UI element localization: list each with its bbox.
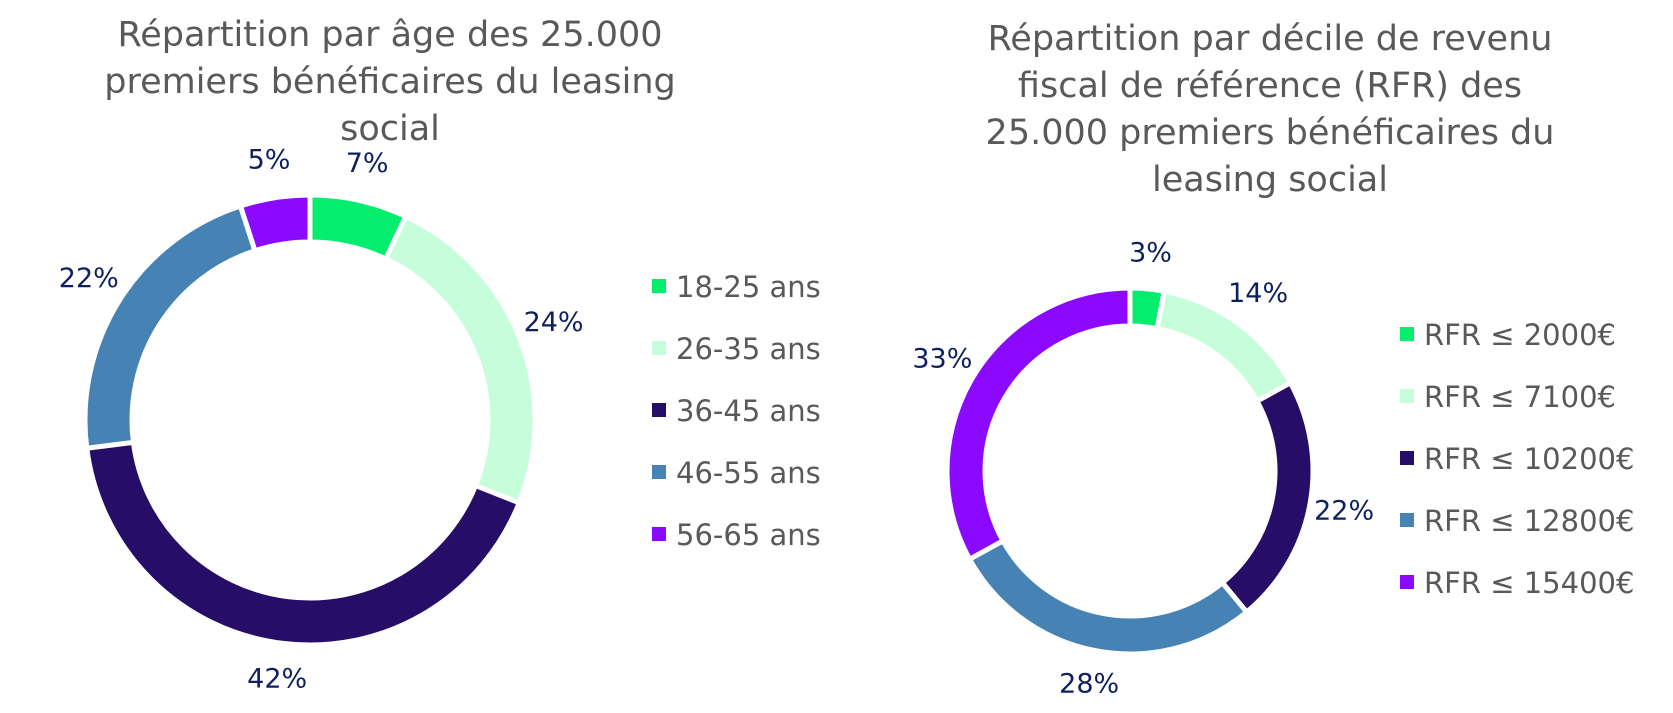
- chart-title: Répartition par âge des 25.000 premiers …: [104, 15, 676, 149]
- legend-label: 26-35 ans: [676, 332, 821, 366]
- legend-swatch: [652, 527, 666, 541]
- data-label: 42%: [247, 663, 307, 694]
- legend-swatch: [1400, 513, 1414, 527]
- donut-slice-3: [83, 439, 523, 648]
- donut-slice-5: [237, 192, 313, 254]
- chart-title: Répartition par décile de revenu fiscal …: [985, 19, 1555, 200]
- rfr-donut-chart: Répartition par décile de revenu fiscal …: [850, 0, 1673, 713]
- legend-swatch: [652, 279, 666, 293]
- donut-slice-4: [966, 537, 1251, 657]
- legend-label: 18-25 ans: [676, 270, 821, 304]
- legend-swatch: [1400, 575, 1414, 589]
- legend-label: RFR ≤ 12800€: [1424, 504, 1635, 538]
- age-donut-chart: Répartition par âge des 25.000 premiers …: [59, 15, 821, 695]
- age-donut-svg: 7% 24% 42% 22% 5%: [59, 145, 584, 695]
- data-label: 33%: [912, 344, 972, 375]
- data-label: 28%: [1059, 669, 1119, 700]
- legend-swatch: [1400, 451, 1414, 465]
- legend-label: 46-55 ans: [676, 456, 821, 490]
- data-label: 7%: [346, 148, 389, 179]
- legend-label: 56-65 ans: [676, 518, 821, 552]
- legend-label: RFR ≤ 15400€: [1424, 566, 1635, 600]
- rfr-donut-svg: 3% 14% 22% 28% 33%: [912, 237, 1374, 700]
- data-label: 22%: [1314, 495, 1374, 526]
- legend-swatch: [652, 341, 666, 355]
- data-label: 24%: [524, 307, 584, 338]
- data-label: 3%: [1129, 237, 1172, 268]
- legend-label: 36-45 ans: [676, 394, 821, 428]
- donut-slice-2: [382, 213, 538, 507]
- legend-label: RFR ≤ 7100€: [1424, 380, 1616, 414]
- data-label: 22%: [59, 263, 119, 294]
- legend-swatch: [1400, 389, 1414, 403]
- data-label: 5%: [248, 145, 291, 176]
- legend-label: RFR ≤ 2000€: [1424, 318, 1616, 352]
- legend-swatch: [1400, 327, 1414, 341]
- legend-label: RFR ≤ 10200€: [1424, 442, 1635, 476]
- data-label: 14%: [1228, 278, 1288, 309]
- donut-slice-3: [1218, 379, 1316, 616]
- legend-swatch: [652, 465, 666, 479]
- donut-slice-5: [944, 285, 1133, 563]
- legend-swatch: [652, 403, 666, 417]
- donut-slice-4: [82, 202, 259, 451]
